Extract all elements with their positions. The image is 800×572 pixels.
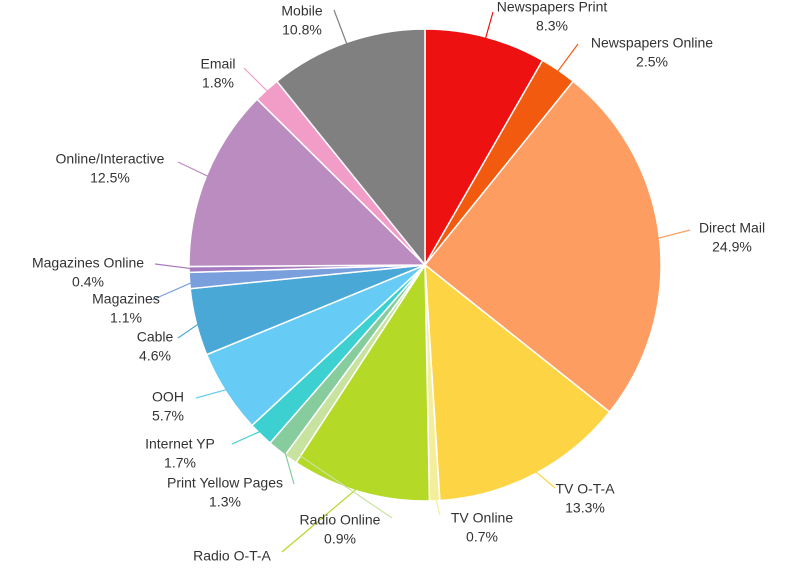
leader-line — [231, 428, 267, 445]
slice-value: 0.4% — [72, 274, 104, 290]
slice-label: Internet YP — [145, 436, 215, 452]
leader-line — [433, 492, 441, 516]
leader-line — [294, 451, 393, 519]
pie-slice — [424, 263, 611, 502]
slice-value: 10.8% — [282, 22, 322, 38]
slice-label: Radio Online — [300, 512, 381, 528]
slice-value: 1.1% — [110, 310, 142, 326]
slice-label: OOH — [152, 389, 184, 405]
slice-label: Magazines — [92, 291, 160, 307]
leader-line — [553, 43, 579, 78]
leader-line — [177, 319, 205, 339]
leader-line — [281, 483, 363, 553]
slice-value: 0.7% — [466, 529, 498, 545]
slice-label: Direct Mail — [699, 220, 765, 236]
leader-line — [195, 387, 234, 399]
leader-line — [151, 279, 198, 301]
leader-line — [154, 263, 198, 270]
slice-label: Newspapers Online — [591, 35, 713, 51]
slice-value: 1.3% — [209, 494, 241, 510]
slice-value: 24.9% — [712, 239, 752, 255]
slice-label: Mobile — [281, 3, 322, 19]
slice-value: 1.7% — [164, 455, 196, 471]
leader-line — [483, 11, 494, 45]
slice-label: Radio O-T-A — [193, 548, 271, 564]
slice-label: Email — [200, 56, 235, 72]
slice-value: 0.9% — [324, 531, 356, 547]
slice-value: 13.3% — [565, 500, 605, 516]
slice-label: TV O-T-A — [555, 481, 615, 497]
slice-label: Cable — [137, 329, 174, 345]
slice-value: 2.5% — [636, 54, 668, 70]
slice-value: 12.5% — [90, 170, 130, 186]
leader-line — [243, 67, 273, 97]
slice-label: Print Yellow Pages — [167, 475, 283, 491]
slice-label: Magazines Online — [32, 255, 144, 271]
slice-value: 8.3% — [536, 18, 568, 34]
slice-value: 1.8% — [202, 75, 234, 91]
slice-label: Newspapers Print — [497, 0, 608, 15]
leader-line — [281, 442, 295, 485]
leader-line — [333, 9, 350, 51]
slice-label: Online/Interactive — [56, 151, 165, 167]
pie-slice — [295, 262, 431, 502]
slice-label: TV Online — [451, 510, 513, 526]
pie-slice — [423, 80, 662, 414]
slice-value: 5.7% — [152, 408, 184, 424]
leader-line — [177, 161, 215, 180]
slice-value: 4.6% — [139, 348, 171, 364]
leader-line — [651, 229, 691, 241]
leader-line — [530, 466, 556, 489]
